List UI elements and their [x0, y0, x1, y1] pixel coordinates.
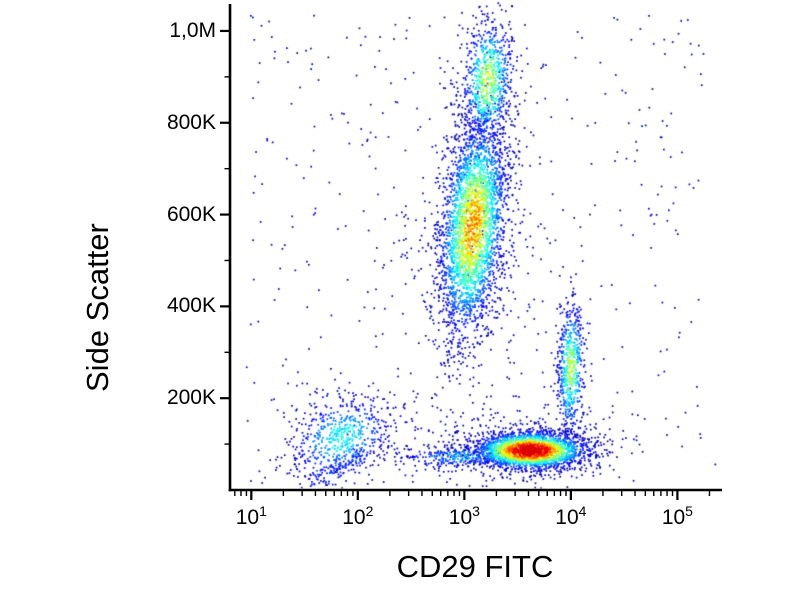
x-axis-label: CD29 FITC	[396, 549, 554, 584]
y-axis-label: Side Scatter	[80, 223, 115, 392]
